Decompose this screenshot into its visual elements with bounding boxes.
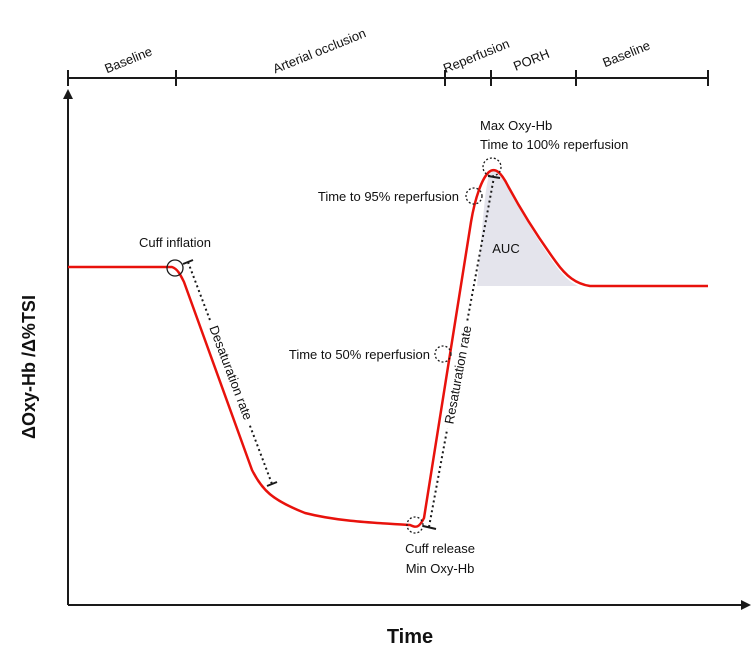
desaturation-rate-cap-top (182, 259, 194, 265)
axes: Time ΔOxy-Hb /Δ%TSI (19, 89, 751, 648)
cuff-release-label: Cuff release (405, 541, 475, 556)
oxy-hb-curve (68, 168, 708, 528)
phase-label-baseline-1: Baseline (102, 44, 154, 77)
cuff-release-marker (406, 516, 424, 534)
desaturation-rate-label-bg (204, 318, 258, 427)
time-95-label: Time to 95% reperfusion (318, 189, 459, 204)
desaturation-rate-label: Desaturation rate (206, 323, 255, 422)
min-oxy-hb-label: Min Oxy-Hb (406, 561, 475, 576)
time-50-label: Time to 50% reperfusion (289, 347, 430, 362)
time-95-marker (465, 187, 483, 205)
resaturation-rate-cap-top (487, 175, 501, 179)
desaturation-rate-cap-bottom (266, 481, 278, 487)
max-oxy-hb-label: Max Oxy-Hb (480, 118, 552, 133)
time-100-label: Time to 100% reperfusion (480, 137, 628, 152)
time-50-marker (434, 345, 452, 363)
cuff-inflation-marker (166, 259, 184, 277)
cuff-inflation-label: Cuff inflation (139, 235, 211, 250)
y-axis-title: ΔOxy-Hb /Δ%TSI (19, 295, 39, 439)
resaturation-rate-cap-bottom (422, 525, 437, 530)
auc-label: AUC (492, 241, 519, 256)
phase-label-arterial-occlusion: Arterial occlusion (271, 25, 368, 76)
auc-area (477, 170, 578, 286)
phase-timeline: Baseline Arterial occlusion Reperfusion … (67, 25, 709, 86)
max-oxy-hb-marker (482, 157, 502, 177)
phase-label-reperfusion: Reperfusion (441, 36, 512, 76)
phase-label-baseline-2: Baseline (600, 38, 652, 71)
resaturation-rate-label-bg (440, 319, 476, 431)
x-axis-title: Time (387, 626, 433, 648)
resaturation-rate-line (428, 176, 495, 528)
phase-label-porh: PORH (511, 46, 551, 74)
